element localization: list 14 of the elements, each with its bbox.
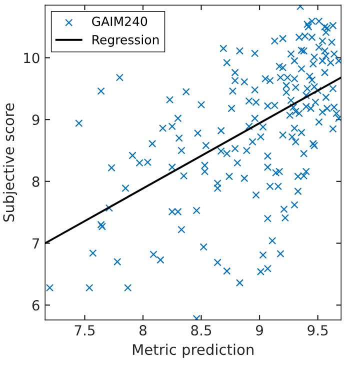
x-tick-label: 8.5 bbox=[191, 325, 212, 336]
x-tick-label: 8 bbox=[140, 325, 146, 336]
x-axis-title: Metric prediction bbox=[132, 344, 254, 358]
y-tick-label: 9 bbox=[32, 114, 40, 126]
x-tick-label: 9.5 bbox=[308, 325, 328, 336]
x-tick-label: 7.5 bbox=[74, 325, 95, 336]
y-tick-label: 6 bbox=[32, 300, 40, 311]
y-tick-label: 8 bbox=[32, 176, 40, 187]
y-tick-label: 7 bbox=[32, 238, 40, 249]
legend-label: Regression bbox=[92, 34, 159, 47]
x-tick-label: 9 bbox=[256, 325, 263, 336]
y-axis-title: Subjective score bbox=[2, 103, 18, 222]
legend-label: GAIM240 bbox=[92, 16, 148, 26]
y-tick-label: 10 bbox=[24, 52, 40, 64]
